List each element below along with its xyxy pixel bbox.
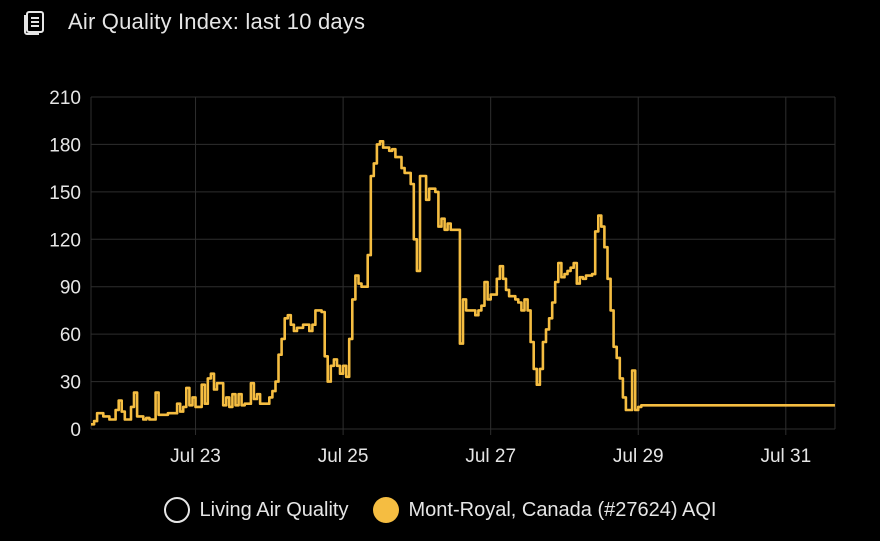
y-tick-label: 180 bbox=[49, 135, 81, 156]
chart-title: Air Quality Index: last 10 days bbox=[68, 9, 366, 34]
legend-item-living-air-quality[interactable]: Living Air Quality bbox=[163, 497, 349, 523]
x-tick-label: Jul 31 bbox=[760, 446, 811, 467]
x-tick-label: Jul 25 bbox=[318, 446, 369, 467]
series-layer bbox=[91, 140, 835, 426]
legend-swatch-filled-icon bbox=[372, 497, 399, 523]
chart-header: Air Quality Index: last 10 days bbox=[22, 6, 365, 38]
y-tick-label: 150 bbox=[49, 183, 81, 204]
legend-label: Mont-Royal, Canada (#27624) AQI bbox=[408, 498, 717, 521]
document-list-icon bbox=[22, 9, 48, 35]
series-line-mont-royal-aqi bbox=[91, 140, 835, 426]
chart-legend: Living Air Quality Mont-Royal, Canada (#… bbox=[0, 492, 880, 528]
y-tick-label: 60 bbox=[60, 325, 81, 346]
y-tick-label: 0 bbox=[70, 420, 81, 441]
y-tick-label: 120 bbox=[49, 230, 81, 251]
y-axis-ticks: 0 30 60 90 120 150 180 210 bbox=[49, 88, 81, 441]
y-tick-label: 90 bbox=[60, 278, 81, 299]
chart-grid bbox=[90, 96, 836, 435]
legend-item-mont-royal-aqi[interactable]: Mont-Royal, Canada (#27624) AQI bbox=[372, 497, 717, 523]
legend-swatch-outline-icon bbox=[163, 497, 190, 523]
y-tick-label: 30 bbox=[60, 373, 81, 394]
x-tick-label: Jul 23 bbox=[170, 446, 221, 467]
x-tick-label: Jul 27 bbox=[465, 446, 516, 467]
x-axis-ticks: Jul 23 Jul 25 Jul 27 Jul 29 Jul 31 bbox=[170, 446, 811, 467]
y-tick-label: 210 bbox=[49, 88, 81, 109]
x-tick-label: Jul 29 bbox=[613, 446, 664, 467]
legend-label: Living Air Quality bbox=[199, 498, 349, 521]
